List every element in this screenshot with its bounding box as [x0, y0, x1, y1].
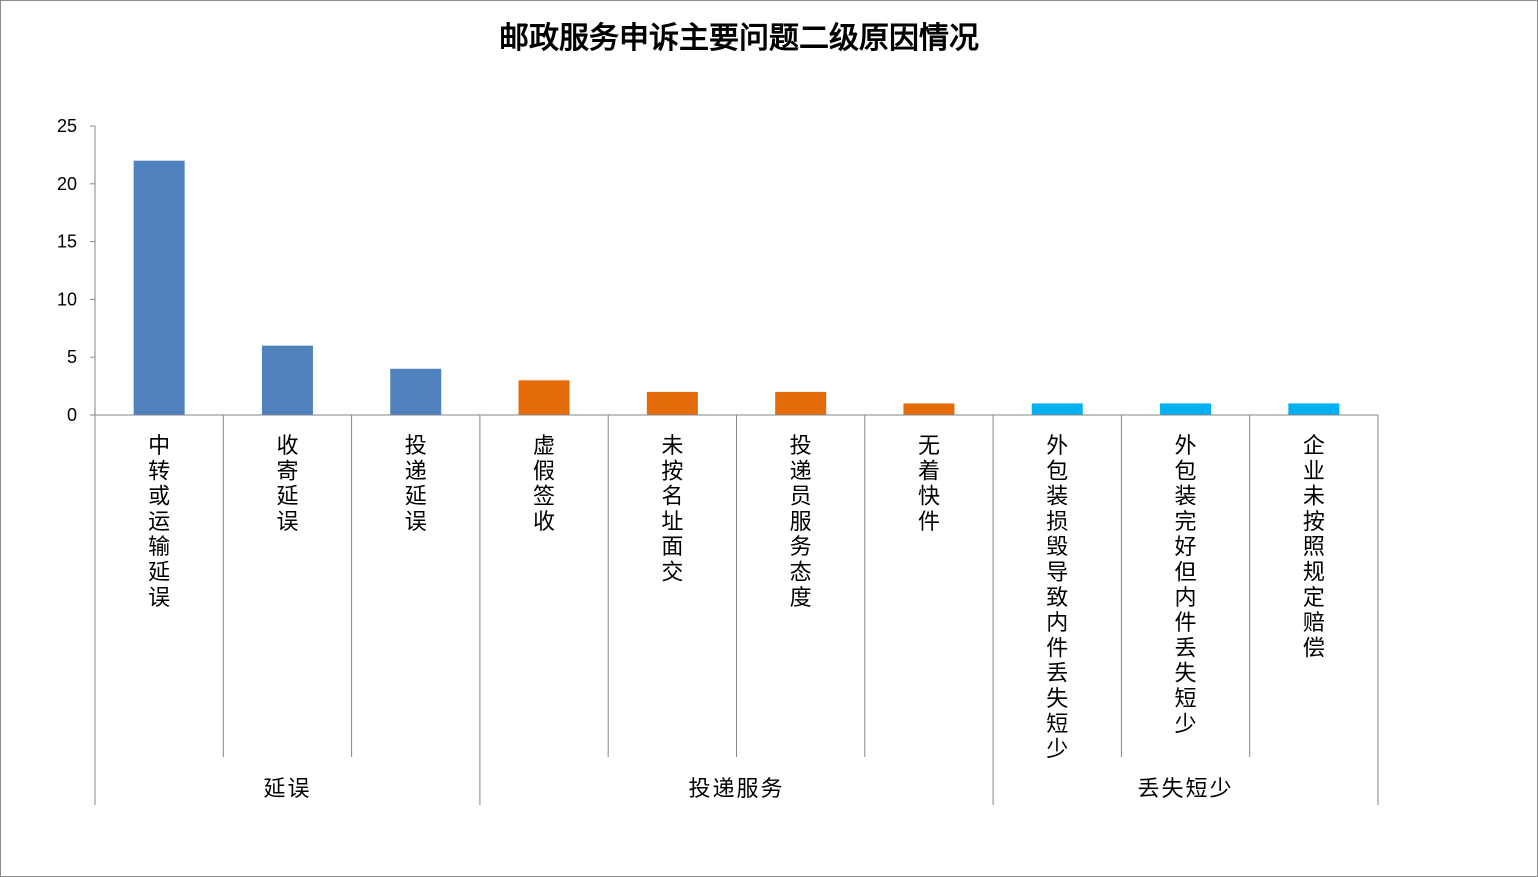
bar: [133, 160, 185, 415]
group-label: 延误: [263, 777, 311, 802]
y-tick-label: 0: [67, 405, 77, 425]
bar: [775, 391, 827, 415]
y-tick-label: 25: [57, 116, 77, 136]
chart-title: 邮政服务申诉主要问题二级原因情况: [499, 21, 979, 56]
x-tick-label: 企业未按照规定赔偿: [1303, 434, 1325, 661]
x-tick-label: 投递延误: [405, 434, 427, 535]
bar: [390, 368, 442, 415]
y-tick-label: 10: [57, 289, 77, 309]
bar-series: [133, 160, 1340, 415]
group-axis: 延误 投递服务 丢失短少: [263, 777, 1234, 802]
bar: [1031, 403, 1083, 415]
x-tick-label: 无着快件: [918, 434, 940, 535]
x-axis: 中转或运输延误 收寄延误 投递延误 虚假签收 未按名址面交 投递员服务态度 无着快件 外包装损…: [94, 414, 1379, 805]
y-axis: 0 5 10 15 20 25: [57, 116, 96, 425]
y-tick-label: 15: [57, 232, 77, 252]
bar: [903, 403, 955, 415]
bar: [518, 380, 570, 415]
x-tick-label: 外包装损毁导致内件丢失短少: [1046, 434, 1068, 763]
bar: [646, 391, 698, 415]
x-tick-label: 投递员服务态度: [790, 434, 812, 611]
bar: [1160, 403, 1212, 415]
x-tick-label: 未按名址面交: [661, 434, 683, 586]
y-tick-label: 5: [67, 347, 77, 367]
x-tick-label: 虚假签收: [533, 434, 555, 535]
bar: [1288, 403, 1340, 415]
group-label: 丢失短少: [1138, 777, 1234, 802]
group-label: 投递服务: [688, 777, 784, 802]
y-tick-label: 20: [57, 174, 77, 194]
x-tick-label: 外包装完好但内件丢失短少: [1175, 434, 1197, 737]
x-tick-label: 收寄延误: [276, 434, 298, 535]
x-tick-label: 中转或运输延误: [148, 434, 170, 611]
bar: [261, 345, 313, 415]
